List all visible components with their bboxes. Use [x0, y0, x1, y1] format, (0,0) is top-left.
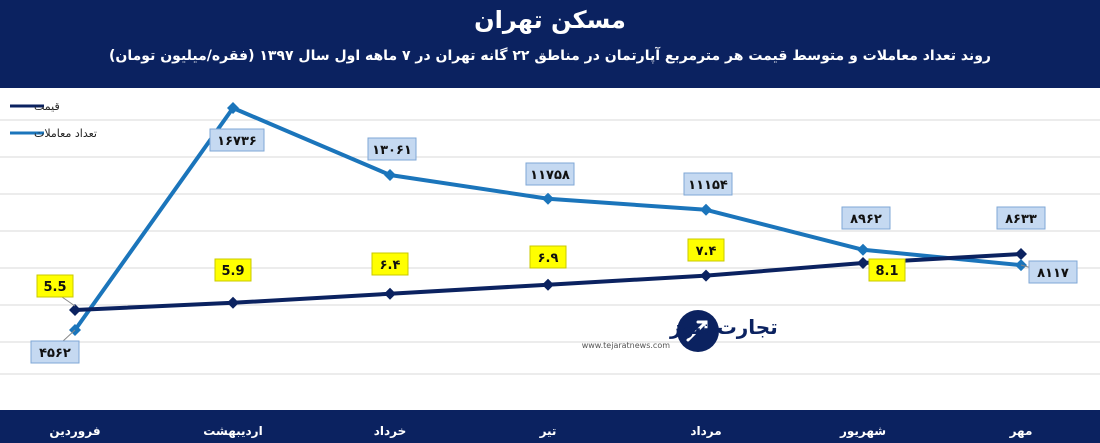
chart-title: مسکن تهران — [474, 6, 626, 34]
count-data-label-box — [1028, 260, 1078, 284]
price-data-label: ۶.۴ — [380, 258, 401, 273]
footer-band — [0, 410, 1100, 443]
x-tick-label: خرداد — [374, 424, 407, 438]
price-point — [384, 287, 396, 300]
price-data-label-box — [687, 238, 725, 262]
price-data-label-box — [214, 258, 252, 282]
count-point — [384, 169, 396, 182]
watermark-logo: تجارت نیوز www.tejaratnews.com — [582, 310, 778, 352]
count-data-label-box — [525, 162, 575, 186]
count-data-label: ۱۶۷۳۶ — [217, 134, 257, 149]
price-data-label: 5.5 — [43, 280, 66, 295]
count-data-label: ۱۳۰۶۱ — [372, 143, 412, 158]
watermark-url: www.tejaratnews.com — [582, 341, 670, 350]
data-labels: 5.5 5.9 ۶.۴ ۶.۹ ۷.۴ 8.1 ۸۶۳۳ ۴۵۶۲ ۱۶۷۳۶ ۱۳۰۶۱ ۱۱۷۵… — [30, 128, 1078, 364]
count-data-label: ۸۹۶۲ — [850, 212, 882, 227]
chart-subtitle: روند تعداد معاملات و متوسط قیمت هر مترمر… — [109, 48, 991, 64]
price-point — [542, 278, 554, 291]
count-data-label: ۱۱۱۵۴ — [688, 178, 728, 193]
series-markers — [69, 102, 1027, 336]
price-data-label-box — [36, 274, 74, 298]
watermark-brand: تجارت نیوز — [669, 315, 778, 339]
count-data-label: ۱۱۷۵۸ — [530, 168, 570, 183]
count-data-label: ۸۱۱۷ — [1037, 266, 1069, 281]
price-data-label: 8.1 — [875, 264, 898, 279]
count-data-label-box — [30, 340, 80, 364]
label-connector — [61, 329, 76, 343]
x-tick-label: فروردین — [49, 424, 100, 439]
x-tick-label: اردیبهشت — [203, 424, 262, 438]
legend-price-label: قیمت — [34, 100, 60, 113]
count-data-label-box — [683, 172, 733, 196]
count-data-label-box — [841, 206, 891, 230]
price-data-label-box — [371, 252, 409, 276]
count-point — [700, 203, 712, 216]
x-axis-labels: فروردین اردیبهشت خرداد تیر مرداد شهریور مهر — [49, 424, 1032, 439]
price-point — [69, 304, 81, 316]
price-point — [227, 296, 239, 309]
price-data-label-box — [996, 206, 1046, 230]
price-data-label-box — [529, 245, 567, 269]
price-point — [1015, 248, 1027, 260]
legend: قیمت تعداد معاملات — [10, 100, 97, 140]
price-point — [857, 257, 869, 270]
header-band: مسکن تهران روند تعداد معاملات و متوسط قی… — [0, 0, 1100, 88]
x-tick-label: تیر — [539, 424, 557, 438]
count-point — [542, 192, 554, 205]
price-data-label: 5.9 — [221, 264, 244, 279]
x-tick-label: مرداد — [690, 424, 721, 438]
count-point — [857, 243, 869, 256]
count-data-label-box — [367, 137, 417, 161]
count-data-label: ۴۵۶۲ — [39, 346, 71, 361]
price-data-label: ۷.۴ — [696, 244, 717, 259]
legend-count-label: تعداد معاملات — [34, 127, 97, 140]
label-connector — [61, 296, 76, 307]
count-point — [227, 102, 239, 114]
count-data-label-box — [209, 128, 265, 152]
price-data-label-box — [868, 258, 906, 282]
arrow-icon — [686, 320, 708, 342]
x-tick-label: مهر — [1009, 424, 1033, 438]
price-point — [700, 269, 712, 282]
x-tick-label: شهریور — [839, 424, 886, 439]
price-data-label: ۶.۹ — [538, 251, 559, 266]
price-data-label: ۸۶۳۳ — [1005, 212, 1037, 227]
